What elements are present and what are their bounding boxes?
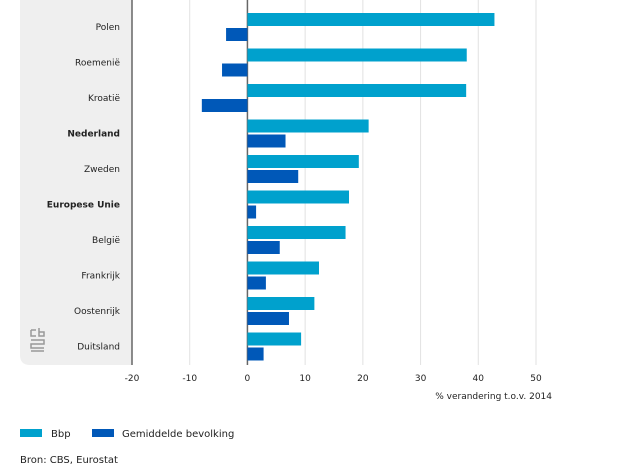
x-tick-label: 30 xyxy=(415,374,427,384)
bar-bbp xyxy=(247,297,315,310)
legend-swatch-bevolking xyxy=(92,429,114,437)
cbs-logo xyxy=(30,328,45,352)
source-note: Bron: CBS, Eurostat xyxy=(20,455,118,466)
category-label: België xyxy=(92,236,120,246)
x-tick-labels: -20 -10 0 10 20 30 40 50 xyxy=(125,374,542,384)
category-label: Duitsland xyxy=(77,343,120,353)
category-label: Nederland xyxy=(67,130,120,140)
bar-bevolking xyxy=(247,205,257,219)
bar-bbp xyxy=(247,261,319,275)
category-labels: Polen Roemenië Kroatië Nederland Zweden Europ… xyxy=(47,23,121,353)
bar-bbp xyxy=(247,48,467,62)
bar-bevolking xyxy=(247,170,299,183)
bar-bbp xyxy=(247,13,495,26)
bar-bbp xyxy=(247,226,346,239)
x-tick-label: 0 xyxy=(245,374,251,384)
bar-bbp xyxy=(247,155,359,168)
bar-bbp xyxy=(247,332,302,346)
legend-swatch-bbp xyxy=(20,429,42,437)
bar-bbp xyxy=(247,84,467,97)
category-label: Roemenië xyxy=(75,59,120,69)
x-axis-label: % verandering t.o.v. 2014 xyxy=(435,392,552,402)
category-label: Oostenrijk xyxy=(74,307,121,317)
category-label: Kroatië xyxy=(88,94,120,104)
category-label: Frankrijk xyxy=(81,272,120,282)
bar-bbp xyxy=(247,190,350,204)
bar-bevolking xyxy=(222,63,248,77)
category-label: Polen xyxy=(96,23,120,33)
legend-label-bevolking: Gemiddelde bevolking xyxy=(122,429,234,440)
legend-label-bbp: Bbp xyxy=(51,429,71,440)
category-label: Zweden xyxy=(84,165,120,175)
bar-bevolking xyxy=(247,134,286,148)
bars xyxy=(201,13,495,361)
x-tick-label: 40 xyxy=(473,374,485,384)
legend: Bbp Gemiddelde bevolking xyxy=(20,429,234,440)
label-panel xyxy=(20,0,132,365)
bar-bevolking xyxy=(247,347,264,361)
bar-bevolking xyxy=(226,28,248,41)
bar-bevolking xyxy=(201,99,248,112)
x-tick-label: -10 xyxy=(182,374,197,384)
bar-bevolking xyxy=(247,241,280,254)
x-tick-label: 20 xyxy=(357,374,369,384)
bar-bbp xyxy=(247,119,369,133)
x-tick-label: 10 xyxy=(299,374,311,384)
bar-bevolking xyxy=(247,312,289,325)
x-tick-label: -20 xyxy=(125,374,140,384)
bar-bevolking xyxy=(247,276,266,290)
category-label: Europese Unie xyxy=(47,201,120,211)
x-tick-label: 50 xyxy=(530,374,542,384)
